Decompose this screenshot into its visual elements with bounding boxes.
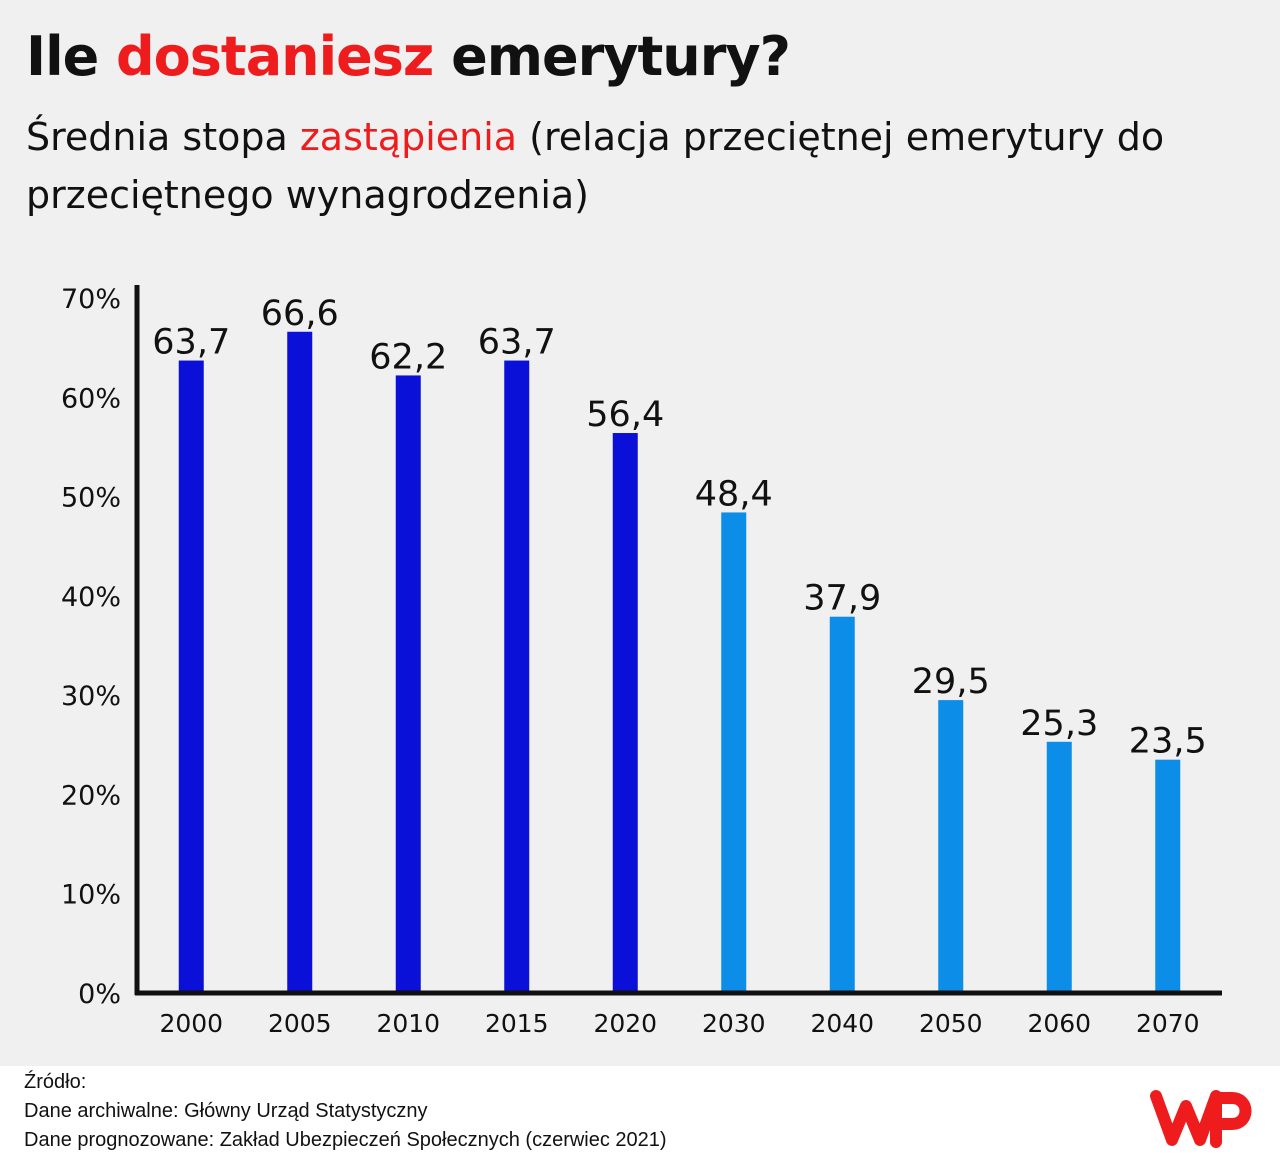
wp-logo-icon <box>1150 1090 1252 1148</box>
x-tick-label: 2020 <box>593 1009 657 1038</box>
y-tick-label: 70% <box>61 284 121 315</box>
subtitle-part-1: Średnia stopa <box>26 115 300 159</box>
bar <box>829 616 855 993</box>
source-forecast: Dane prognozowane: Zakład Ubezpieczeń Sp… <box>24 1129 667 1151</box>
x-tick-label: 2040 <box>810 1009 874 1038</box>
bar <box>612 433 638 993</box>
source-label: Źródło: <box>24 1071 87 1093</box>
x-tick-label: 2070 <box>1136 1009 1200 1038</box>
bar <box>938 700 964 993</box>
source-archival: Dane archiwalne: Główny Urząd Statystycz… <box>24 1100 428 1122</box>
y-tick-label: 50% <box>61 483 121 514</box>
bar <box>1046 741 1072 993</box>
data-label: 48,4 <box>695 474 773 514</box>
data-label: 56,4 <box>586 395 664 435</box>
y-tick-label: 0% <box>78 979 121 1010</box>
subtitle-part-2: (relacja przeciętnej emerytury do przeci… <box>26 115 1165 217</box>
data-label: 23,5 <box>1129 722 1207 762</box>
x-tick-label: 2050 <box>919 1009 983 1038</box>
x-tick-label: 2030 <box>702 1009 766 1038</box>
data-label: 63,7 <box>478 323 556 363</box>
bar <box>178 360 204 993</box>
y-tick-label: 60% <box>61 383 121 414</box>
bar <box>395 375 421 993</box>
x-tick-label: 2005 <box>268 1009 332 1038</box>
title-accent: dostaniesz <box>116 25 434 88</box>
title-part-1: Ile <box>26 25 117 88</box>
data-label: 66,6 <box>261 294 339 334</box>
data-label: 62,2 <box>369 337 447 377</box>
x-tick-label: 2010 <box>376 1009 440 1038</box>
y-tick-label: 20% <box>61 780 121 811</box>
data-label: 63,7 <box>152 323 230 363</box>
bar <box>287 331 313 993</box>
data-label: 37,9 <box>803 579 881 619</box>
bar <box>504 360 530 993</box>
y-tick-label: 40% <box>61 582 121 613</box>
y-tick-label: 30% <box>61 681 121 712</box>
subtitle-accent: zastąpienia <box>299 115 518 159</box>
chart-subtitle: Średnia stopa zastąpienia (relacja przec… <box>26 108 1256 224</box>
bar <box>721 512 747 993</box>
x-tick-label: 2015 <box>485 1009 549 1038</box>
x-tick-label: 2000 <box>159 1009 223 1038</box>
y-tick-label: 10% <box>61 880 121 911</box>
bar <box>1155 759 1181 993</box>
data-label: 29,5 <box>912 662 990 702</box>
data-label: 25,3 <box>1020 704 1098 744</box>
chart-title: Ile dostaniesz emerytury? <box>26 25 791 88</box>
bar-chart: 0% 10% 20% 30% 40% 50% 60% 70% 63,7 2000 66,6 2005 6… <box>61 284 1222 1038</box>
title-part-2: emerytury? <box>433 25 791 88</box>
source-footer: Źródło: Dane archiwalne: Główny Urząd St… <box>0 1066 1280 1167</box>
x-tick-label: 2060 <box>1027 1009 1091 1038</box>
